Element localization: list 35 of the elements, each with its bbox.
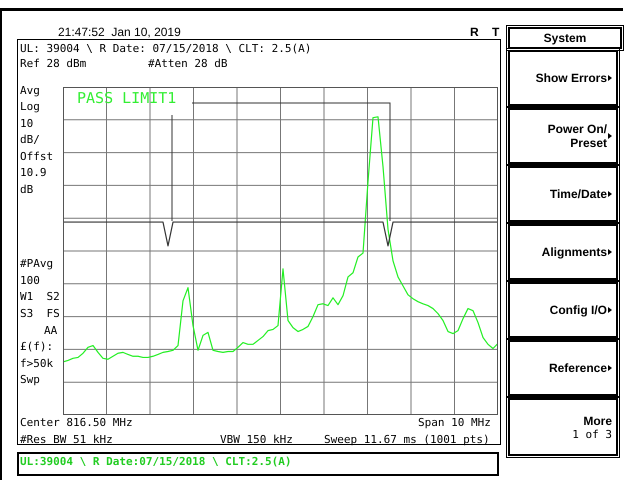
text: Avg [20, 84, 40, 98]
text: Log [20, 100, 40, 114]
text: #Res BW 51 kHz [20, 433, 113, 446]
softkey-button: Time/Date [508, 166, 618, 222]
softkey-button: Alignments [508, 224, 618, 280]
text: £(f): [20, 340, 54, 354]
text: AA [44, 324, 58, 338]
softkey-button: Power On/ Preset [508, 108, 618, 164]
text: 21:47:52 Jan 10, 2019 [58, 25, 181, 40]
softkey-button: More 1 of 3 [508, 398, 618, 456]
text: VBW 150 kHz [220, 433, 293, 446]
menu-title: System [508, 27, 622, 49]
text: Center 816.50 MHz [20, 416, 133, 430]
text: UL: 39004 \ R Date: 07/15/2018 \ CLT: 2.5(A) [20, 42, 312, 56]
text: R [470, 25, 479, 40]
text: Sweep 11.67 ms (1001 pts) [324, 433, 490, 446]
text: Ref 28 dBm [20, 57, 86, 70]
text: dB [20, 183, 34, 196]
text: T [492, 25, 500, 40]
text: Span 10 MHz [418, 416, 491, 430]
softkey-button: Config I/O [508, 282, 618, 338]
softkey-button: Show Errors [508, 50, 618, 106]
softkey-button: Reference [508, 340, 618, 396]
text: 10 [20, 117, 34, 130]
text: Offst [20, 150, 54, 164]
text: 10.9 [20, 166, 46, 180]
text: f>50k [20, 357, 54, 370]
text: #Atten 28 dB [148, 57, 228, 70]
text: W1 S2 [20, 290, 60, 304]
text: UL:39004 \ R Date:07/15/2018 \ CLT:2.5(A) [20, 455, 292, 468]
text: 100 [20, 274, 40, 288]
text: dB/ [20, 133, 40, 146]
text: Swp [20, 373, 40, 386]
text: #PAvg [20, 257, 54, 270]
text: S3 FS [20, 307, 60, 320]
